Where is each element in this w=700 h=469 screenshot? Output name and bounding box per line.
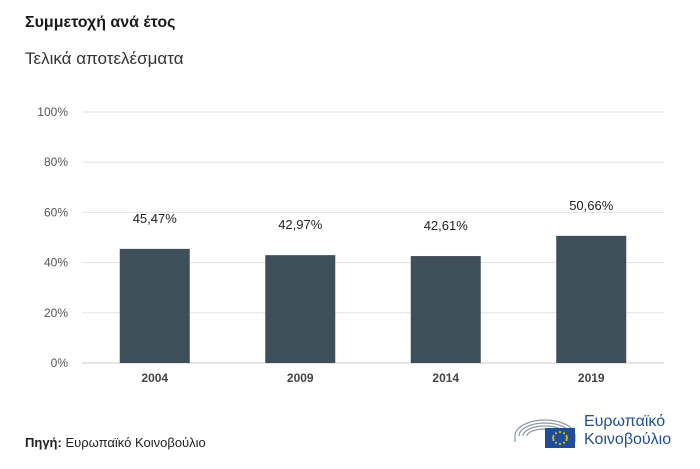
logo-wordmark: Ευρωπαϊκό Κοινοβούλιο <box>584 413 671 449</box>
bar <box>556 235 627 363</box>
bar <box>410 256 481 363</box>
eu-flag-icon <box>545 428 575 448</box>
source-value: Ευρωπαϊκό Κοινοβούλιο <box>65 435 206 450</box>
x-tick-label: 2004 <box>141 371 168 385</box>
source-label: Πηγή: <box>25 435 62 450</box>
source-note: Πηγή: Ευρωπαϊκό Κοινοβούλιο <box>25 435 206 450</box>
chart-subtitle: Τελικά αποτελέσματα <box>25 49 184 68</box>
logo-line-2: Κοινοβούλιο <box>584 431 672 448</box>
y-tick-label: 100% <box>37 105 68 119</box>
bar-chart: 0% 20% 40% 60% 80% 100% 45,47% 2004 42,97% 2009 42… <box>37 105 664 385</box>
y-tick-label: 40% <box>44 256 68 270</box>
bar <box>119 248 190 363</box>
x-tick-label: 2009 <box>287 371 314 385</box>
data-label: 50,66% <box>569 198 614 213</box>
data-label: 42,61% <box>424 218 469 233</box>
european-parliament-logo: Ευρωπαϊκό Κοινοβούλιο <box>512 410 682 454</box>
y-tick-label: 0% <box>51 356 69 370</box>
y-tick-label: 80% <box>44 155 68 169</box>
x-tick-label: 2014 <box>432 371 459 385</box>
chart-title: Συμμετοχή ανά έτος <box>25 14 176 31</box>
y-tick-label: 60% <box>44 205 68 219</box>
logo-line-1: Ευρωπαϊκό <box>584 413 666 430</box>
parliament-hemicycle-icon <box>514 419 576 448</box>
data-label: 45,47% <box>133 211 178 226</box>
y-tick-label: 20% <box>44 306 68 320</box>
x-tick-label: 2019 <box>578 371 605 385</box>
bar <box>265 255 336 363</box>
data-label: 42,97% <box>278 217 323 232</box>
